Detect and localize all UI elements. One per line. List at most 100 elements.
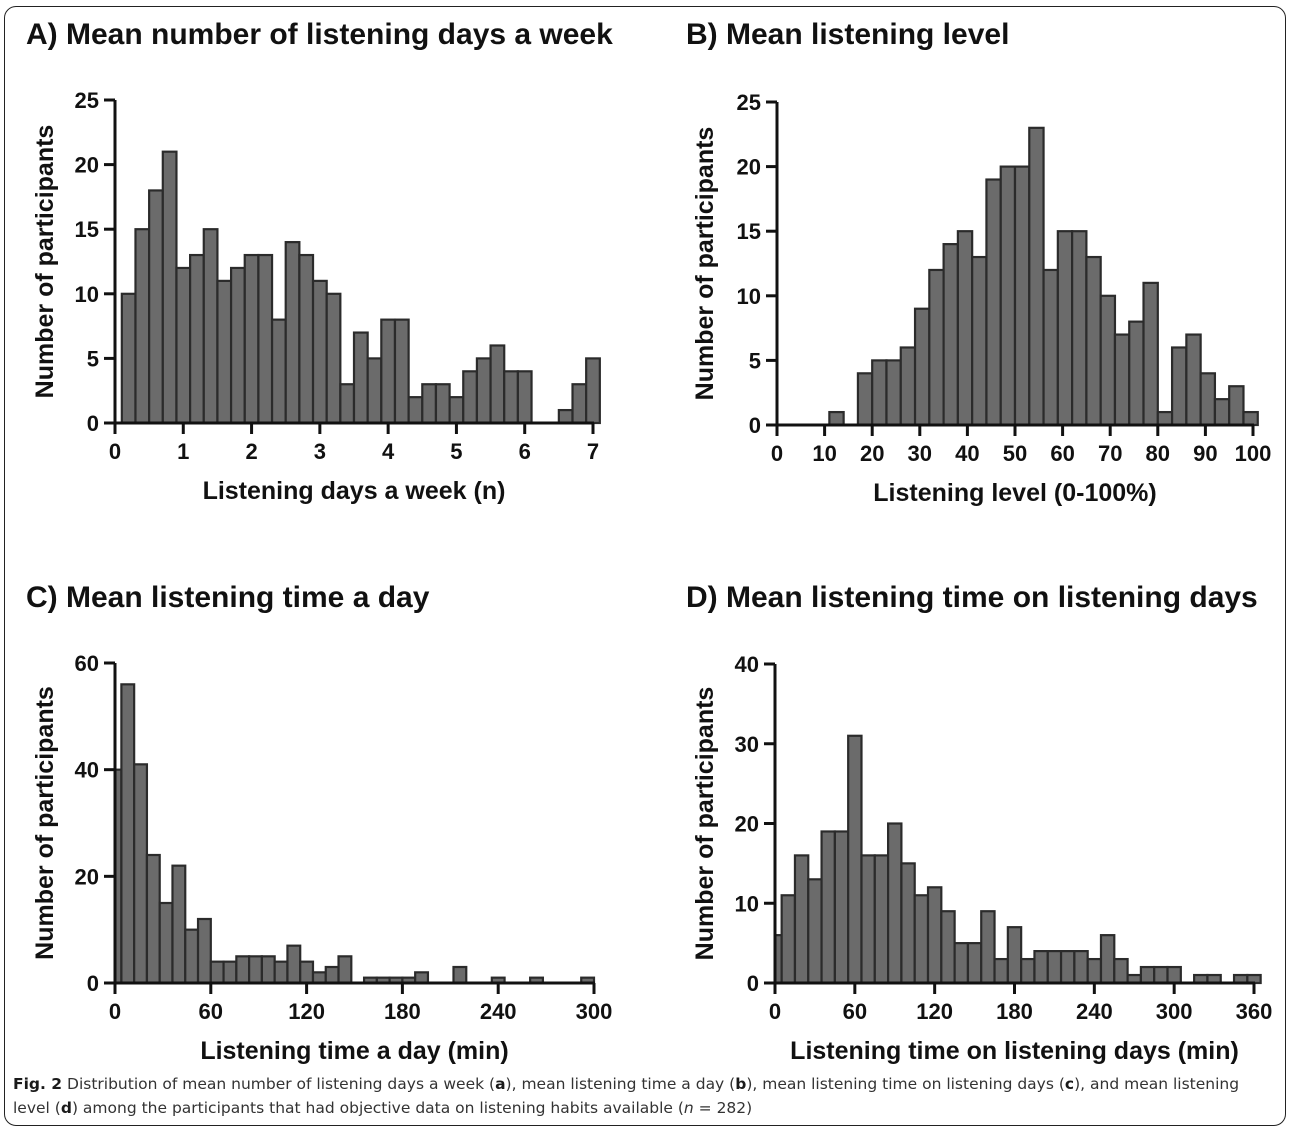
x-tick-label-b-0: 0: [771, 441, 783, 466]
bar-d-2: [793, 854, 810, 985]
bar-a-6: [202, 228, 219, 425]
x-tick-label-a-5: 5: [450, 439, 462, 464]
bar-a-29: [516, 370, 533, 425]
bar-a-4: [175, 266, 192, 425]
y-tick-label-b-3: 15: [737, 219, 761, 244]
bar-a-0: [120, 292, 137, 425]
bar-c-11: [248, 955, 263, 985]
y-axis-label-a: Number of participants: [31, 125, 59, 399]
bar-b-13: [1013, 165, 1031, 427]
bar-d-1: [780, 894, 797, 985]
x-tick-label-c-4: 240: [480, 999, 517, 1024]
bar-a-22: [421, 383, 438, 425]
bar-b-29: [1242, 410, 1259, 427]
y-tick-label-c-0: 0: [87, 971, 99, 996]
bar-c-2: [133, 763, 149, 985]
x-tick-label-b-2: 20: [860, 441, 884, 466]
y-tick-label-a-1: 5: [87, 346, 99, 371]
bar-b-23: [1156, 410, 1174, 427]
bar-b-8: [942, 243, 959, 427]
bar-d-19: [1020, 957, 1036, 985]
bar-c-4: [158, 901, 174, 985]
y-tick-label-b-4: 20: [737, 155, 761, 180]
bar-d-29: [1153, 965, 1169, 985]
bar-b-16: [1056, 230, 1074, 427]
x-tick-label-b-1: 10: [812, 441, 836, 466]
x-tick-label-d-1: 60: [843, 999, 867, 1024]
bar-a-25: [462, 370, 479, 425]
bar-a-34: [585, 357, 601, 425]
x-tick-label-a-7: 7: [587, 439, 599, 464]
y-tick-label-d-2: 20: [735, 812, 759, 837]
bar-b-26: [1199, 372, 1217, 427]
y-tick-label-a-3: 15: [75, 217, 99, 242]
x-tick-label-c-0: 0: [109, 999, 121, 1024]
y-axis-label-c: Number of participants: [31, 686, 59, 960]
x-tick-label-c-1: 60: [199, 999, 223, 1024]
x-tick-label-d-3: 180: [996, 999, 1033, 1024]
y-tick-label-a-2: 10: [75, 282, 99, 307]
bar-b-18: [1085, 255, 1102, 427]
x-tick-label-a-4: 4: [382, 439, 395, 464]
bar-b-14: [1028, 126, 1045, 427]
bar-d-11: [913, 894, 930, 985]
bar-b-15: [1042, 268, 1059, 427]
bar-d-10: [900, 862, 916, 985]
y-tick-label-b-5: 25: [737, 90, 761, 115]
bar-b-3: [871, 359, 888, 427]
bar-a-20: [393, 318, 410, 425]
bar-a-32: [557, 408, 574, 425]
x-tick-label-a-6: 6: [519, 439, 531, 464]
bar-b-10: [971, 255, 988, 427]
bar-a-18: [366, 357, 383, 425]
bar-b-22: [1142, 281, 1159, 427]
bar-b-24: [1170, 346, 1188, 427]
bar-c-14: [286, 944, 302, 985]
bar-b-5: [899, 346, 917, 427]
bar-a-8: [229, 266, 246, 425]
bar-d-23: [1073, 950, 1089, 985]
bar-b-19: [1099, 294, 1117, 427]
x-tick-label-b-3: 30: [908, 441, 932, 466]
bar-d-5: [833, 830, 850, 985]
chart-c: 0 20 40 60 0 60 120 180 240 300 Listening time a d…: [31, 651, 612, 1065]
y-tick-label-a-0: 0: [87, 411, 99, 436]
bar-b-4: [885, 359, 902, 427]
bar-b-7: [928, 268, 945, 427]
bar-a-15: [325, 292, 342, 425]
y-tick-label-c-1: 20: [75, 864, 99, 889]
y-axis-label-b: Number of participants: [691, 127, 719, 401]
panel-d-title: D) Mean listening time on listening days: [686, 581, 1258, 614]
bar-d-25: [1099, 934, 1116, 985]
bar-a-27: [489, 344, 506, 425]
bar-a-10: [257, 253, 274, 425]
bar-a-9: [243, 253, 260, 425]
bar-d-8: [873, 854, 890, 985]
y-tick-label-d-0: 0: [747, 971, 759, 996]
bar-b-6: [913, 307, 931, 427]
x-tick-label-c-3: 180: [384, 999, 421, 1024]
figure-frame: [4, 6, 1286, 1126]
bar-a-24: [448, 396, 465, 425]
bar-b-28: [1228, 385, 1245, 427]
y-tick-label-a-4: 20: [75, 153, 99, 178]
bar-a-28: [503, 370, 519, 425]
x-tick-label-d-2: 120: [916, 999, 953, 1024]
x-axis-label-a: Listening days a week (n): [203, 477, 506, 505]
x-tick-label-c-2: 120: [288, 999, 325, 1024]
bar-b-11: [985, 178, 1002, 427]
bar-a-19: [380, 318, 397, 425]
x-tick-label-d-0: 0: [769, 999, 781, 1024]
panel-a-title: A) Mean number of listening days a week: [26, 18, 613, 51]
bar-d-21: [1046, 950, 1063, 985]
chart-d: 0 10 20 30 40 0 60 120 180 240 300 360 Listening tim…: [691, 652, 1273, 1065]
x-tick-label-d-6: 360: [1236, 999, 1273, 1024]
x-tick-label-b-7: 70: [1098, 441, 1122, 466]
panel-c-title: C) Mean listening time a day: [26, 581, 430, 614]
bar-d-17: [993, 957, 1009, 985]
bar-d-15: [966, 942, 983, 985]
bar-b-20: [1113, 333, 1131, 427]
x-tick-label-a-3: 3: [314, 439, 326, 464]
bar-a-3: [161, 150, 178, 425]
bar-a-23: [434, 383, 451, 425]
